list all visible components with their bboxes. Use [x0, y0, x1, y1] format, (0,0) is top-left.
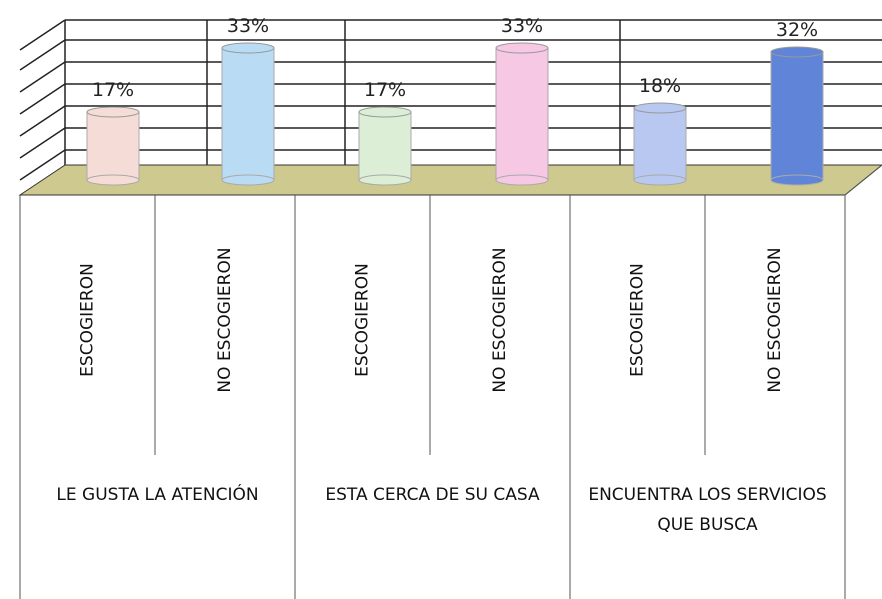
bar-bottom	[770, 174, 824, 186]
bar-top	[633, 102, 687, 114]
bar	[770, 51, 824, 181]
group-label-box: LE GUSTA LA ATENCIÓN	[56, 485, 259, 505]
value-label: 33%	[227, 15, 269, 37]
value-label: 33%	[501, 15, 543, 37]
category-table	[19, 164, 882, 599]
bar-top	[221, 42, 275, 54]
bar	[495, 47, 549, 181]
x-tick-label: ESCOGIERON	[78, 263, 98, 377]
bar-top	[495, 42, 549, 54]
x-tick-label: NO ESCOGIERON	[490, 247, 510, 392]
value-label: 17%	[364, 79, 406, 101]
group-label-box: ESTA CERCA DE SU CASA	[325, 485, 540, 505]
x-tick-label: ESCOGIERON	[353, 263, 373, 377]
bar-bottom	[495, 174, 549, 186]
group-label-box: ENCUENTRA LOS SERVICIOS QUE BUSCA	[588, 485, 827, 535]
group-label: ENCUENTRA LOS SERVICIOS QUE BUSCA	[588, 485, 827, 535]
bar-bottom	[633, 174, 687, 186]
x-tick-label: NO ESCOGIERON	[215, 247, 235, 392]
bar	[358, 111, 412, 181]
floor	[18, 164, 882, 196]
x-tick-label: ESCOGIERON	[628, 263, 648, 377]
bar-top	[86, 106, 140, 118]
group-label: ESTA CERCA DE SU CASA	[325, 485, 540, 505]
bar	[86, 111, 140, 181]
bar-bottom	[221, 174, 275, 186]
bar-top	[358, 106, 412, 118]
back-wall	[19, 19, 882, 181]
value-label: 32%	[776, 19, 818, 41]
group-label: LE GUSTA LA ATENCIÓN	[56, 485, 259, 505]
bar-top	[770, 46, 824, 58]
bar-bottom	[86, 174, 140, 186]
x-tick-label: NO ESCOGIERON	[765, 247, 785, 392]
bar-bottom	[358, 174, 412, 186]
value-label: 17%	[92, 79, 134, 101]
bar	[221, 47, 275, 181]
value-label: 18%	[639, 75, 681, 97]
bar	[633, 107, 687, 181]
